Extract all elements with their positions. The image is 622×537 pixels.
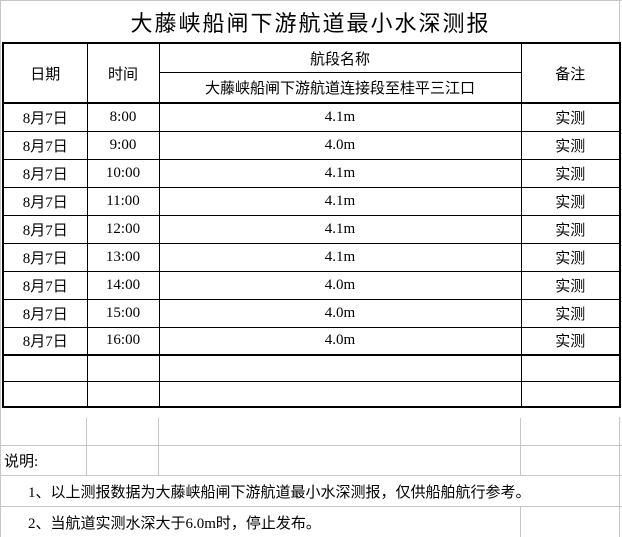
cell-remark[interactable]: 实测 xyxy=(520,270,621,300)
cell-depth[interactable]: 4.1m xyxy=(158,186,522,216)
cell-time[interactable]: 13:00 xyxy=(86,242,160,272)
header-section-name[interactable]: 大藤峡船闸下游航道连接段至桂平三江口 xyxy=(158,72,522,104)
cell-depth[interactable]: 4.1m xyxy=(158,214,522,244)
notes-label[interactable]: 说明: xyxy=(4,454,39,470)
table-row: 8月7日 14:00 4.0m 实测 xyxy=(2,270,621,300)
cell-remark[interactable]: 实测 xyxy=(520,158,621,188)
header-section-group[interactable]: 航段名称 xyxy=(158,42,522,73)
cell-date[interactable]: 8月7日 xyxy=(2,186,88,216)
gridline-vertical xyxy=(158,418,159,475)
cell-date[interactable]: 8月7日 xyxy=(2,158,88,188)
cell-time[interactable]: 11:00 xyxy=(86,186,160,216)
note-item-2[interactable]: 2、当航道实测水深大于6.0m时，停止发布。 xyxy=(28,515,321,532)
empty-cell[interactable] xyxy=(520,380,621,408)
cell-remark[interactable]: 实测 xyxy=(520,130,621,160)
cell-remark[interactable]: 实测 xyxy=(520,186,621,216)
gridline-right-bottom xyxy=(619,417,620,537)
cell-time[interactable]: 15:00 xyxy=(86,298,160,328)
gridline-horizontal xyxy=(0,445,622,446)
gridline-right-title xyxy=(619,0,620,42)
empty-cell[interactable] xyxy=(86,380,160,408)
empty-table-row xyxy=(2,354,621,382)
table-row: 8月7日 13:00 4.1m 实测 xyxy=(2,242,621,272)
empty-cell[interactable] xyxy=(86,354,160,382)
report-title: 大藤峡船闸下游航道最小水深测报 xyxy=(130,11,491,36)
table-row: 8月7日 8:00 4.1m 实测 xyxy=(2,102,621,132)
cell-time[interactable]: 10:00 xyxy=(86,158,160,188)
header-date[interactable]: 日期 xyxy=(2,42,88,104)
cell-remark[interactable]: 实测 xyxy=(520,298,621,328)
gridline-left xyxy=(0,0,1,537)
cell-time[interactable]: 16:00 xyxy=(86,326,160,356)
gridline-vertical xyxy=(520,507,521,537)
cell-depth[interactable]: 4.0m xyxy=(158,326,522,356)
gridline-horizontal xyxy=(0,506,622,507)
cell-date[interactable]: 8月7日 xyxy=(2,298,88,328)
note-item-1[interactable]: 1、以上测报数据为大藤峡船闸下游航道最小水深测报，仅供船舶航行参考。 xyxy=(28,484,531,501)
cell-date[interactable]: 8月7日 xyxy=(2,130,88,160)
cell-remark[interactable]: 实测 xyxy=(520,102,621,132)
cell-date[interactable]: 8月7日 xyxy=(2,270,88,300)
cell-remark[interactable]: 实测 xyxy=(520,242,621,272)
cell-time[interactable]: 9:00 xyxy=(86,130,160,160)
gridline-top xyxy=(0,0,622,1)
table-row: 8月7日 9:00 4.0m 实测 xyxy=(2,130,621,160)
cell-remark[interactable]: 实测 xyxy=(520,214,621,244)
empty-cell[interactable] xyxy=(2,354,88,382)
cell-depth[interactable]: 4.1m xyxy=(158,158,522,188)
cell-depth[interactable]: 4.1m xyxy=(158,242,522,272)
cell-depth[interactable]: 4.1m xyxy=(158,102,522,132)
empty-cell[interactable] xyxy=(158,354,522,382)
table-row: 8月7日 11:00 4.1m 实测 xyxy=(2,186,621,216)
empty-cell[interactable] xyxy=(158,380,522,408)
empty-cell[interactable] xyxy=(2,380,88,408)
cell-time[interactable]: 12:00 xyxy=(86,214,160,244)
cell-date[interactable]: 8月7日 xyxy=(2,102,88,132)
cell-depth[interactable]: 4.0m xyxy=(158,298,522,328)
header-time[interactable]: 时间 xyxy=(86,42,160,104)
cell-date[interactable]: 8月7日 xyxy=(2,242,88,272)
empty-table-row xyxy=(2,380,621,408)
gridline-horizontal xyxy=(0,475,622,476)
depth-report-table: 日期 时间 航段名称 备注 大藤峡船闸下游航道连接段至桂平三江口 8月7日 8:0… xyxy=(2,42,621,408)
cell-date[interactable]: 8月7日 xyxy=(2,326,88,356)
table-row: 8月7日 12:00 4.1m 实测 xyxy=(2,214,621,244)
cell-time[interactable]: 8:00 xyxy=(86,102,160,132)
cell-depth[interactable]: 4.0m xyxy=(158,270,522,300)
gridline-vertical xyxy=(520,418,521,475)
table-row: 8月7日 16:00 4.0m 实测 xyxy=(2,326,621,356)
cell-depth[interactable]: 4.0m xyxy=(158,130,522,160)
gridline-vertical xyxy=(86,418,87,475)
table-row: 8月7日 10:00 4.1m 实测 xyxy=(2,158,621,188)
header-remark[interactable]: 备注 xyxy=(520,42,621,104)
table-row: 8月7日 15:00 4.0m 实测 xyxy=(2,298,621,328)
cell-time[interactable]: 14:00 xyxy=(86,270,160,300)
cell-date[interactable]: 8月7日 xyxy=(2,214,88,244)
cell-remark[interactable]: 实测 xyxy=(520,326,621,356)
empty-cell[interactable] xyxy=(520,354,621,382)
